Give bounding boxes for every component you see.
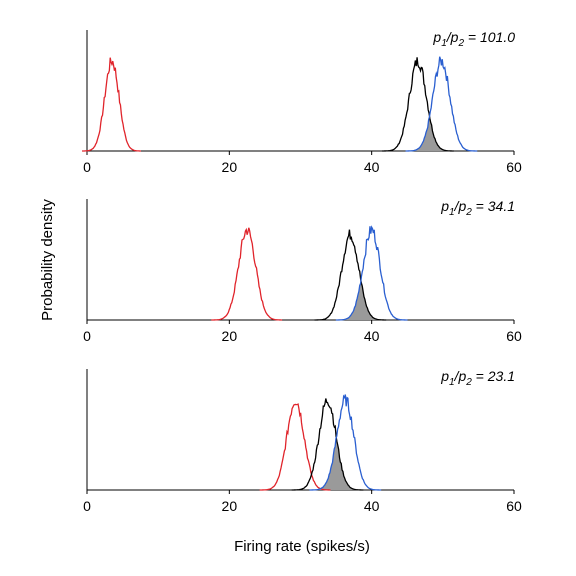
distribution-line-1: [82, 57, 141, 152]
x-tick-label: 20: [222, 498, 238, 514]
distribution-line-2: [382, 57, 454, 152]
ratio-annotation-part: /: [446, 29, 453, 45]
ratio-annotation-part: 1: [449, 207, 455, 218]
x-tick-label: 20: [222, 159, 238, 175]
ratio-annotation: p1/p2 = 34.1: [440, 198, 515, 218]
x-tick-label: 0: [83, 159, 91, 175]
ratio-annotation: p1/p2 = 101.0: [432, 29, 515, 49]
ratio-annotation: p1/p2 = 23.1: [440, 368, 515, 388]
ratio-annotation-part: /: [454, 198, 461, 214]
x-tick-label: 60: [506, 498, 522, 514]
ratio-annotation-part: p: [457, 368, 466, 384]
ratio-annotation-part: = 101.0: [464, 29, 515, 45]
ratio-annotation-part: 2: [457, 38, 464, 49]
x-tick-label: 0: [83, 328, 91, 344]
ratio-annotation-part: p: [457, 198, 466, 214]
y-axis-label: Probability density: [39, 199, 56, 321]
overlap-area: [337, 281, 385, 320]
ratio-annotation-part: p: [440, 368, 449, 384]
overlap-area: [311, 439, 362, 490]
x-tick-label: 20: [222, 328, 238, 344]
ratio-annotation-part: p: [450, 29, 459, 45]
ratio-annotation-part: 1: [441, 38, 447, 49]
x-tick-label: 40: [364, 159, 380, 175]
ratio-annotation-part: 2: [465, 377, 472, 388]
distribution-line-2: [291, 398, 364, 491]
ratio-annotation-part: 1: [449, 377, 455, 388]
distribution-line-3: [335, 225, 408, 321]
x-tick-label: 40: [364, 328, 380, 344]
ratio-annotation-part: 2: [465, 207, 472, 218]
x-tick-label: 40: [364, 498, 380, 514]
distribution-line-2: [314, 229, 387, 321]
x-tick-label: 60: [506, 328, 522, 344]
distribution-line-3: [405, 56, 478, 152]
ratio-annotation-part: p: [440, 198, 449, 214]
distribution-line-1: [259, 403, 331, 491]
distribution-line-3: [309, 394, 382, 491]
ratio-annotation-part: = 34.1: [472, 198, 515, 214]
overlap-area: [407, 117, 453, 151]
x-axis-label: Firing rate (spikes/s): [234, 538, 370, 555]
ratio-annotation-part: p: [432, 29, 441, 45]
ratio-annotation-part: /: [454, 368, 461, 384]
x-tick-label: 0: [83, 498, 91, 514]
distribution-line-1: [211, 227, 283, 321]
ratio-annotation-part: = 23.1: [472, 368, 515, 384]
x-tick-label: 60: [506, 159, 522, 175]
